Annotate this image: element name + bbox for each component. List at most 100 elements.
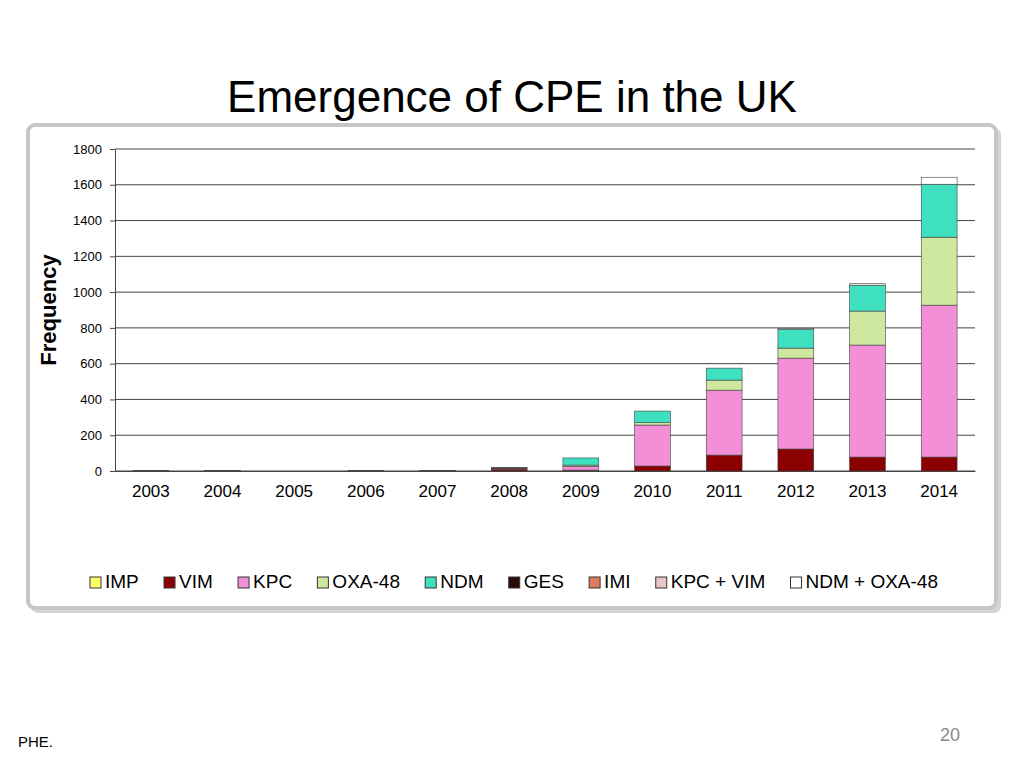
series-bars — [491, 467, 527, 469]
bar-segment — [491, 468, 527, 469]
bar-segment — [635, 411, 671, 412]
bar-segment — [348, 470, 384, 471]
bar-segment — [706, 368, 742, 369]
legend-label: GES — [524, 571, 564, 592]
series-bars — [563, 184, 957, 465]
y-tick-mark — [110, 471, 115, 472]
x-tick-label: 2011 — [706, 482, 743, 501]
x-tick: 2013 — [849, 471, 887, 501]
bar-segment — [563, 467, 599, 471]
x-tick: 2009 — [562, 471, 600, 501]
bar-segment — [778, 358, 814, 449]
x-axis-line — [116, 471, 976, 472]
bar-segment — [850, 285, 886, 286]
bar-segment — [850, 345, 886, 457]
bar-segment — [276, 471, 312, 472]
y-tick: 600 — [80, 356, 115, 371]
legend-swatch — [164, 577, 175, 588]
bar-segment — [133, 470, 169, 471]
bar-segment — [420, 470, 456, 471]
x-tick-label: 2007 — [419, 482, 457, 501]
x-tick: 2006 — [347, 471, 385, 501]
bar-segment — [778, 348, 814, 358]
y-tick-mark — [110, 399, 115, 400]
bar-segment — [133, 471, 169, 472]
bar-segment — [348, 470, 384, 471]
bar-segment — [133, 470, 169, 471]
y-tick: 1200 — [73, 249, 115, 264]
bar-segment — [133, 470, 169, 471]
legend-item: KPC — [238, 571, 292, 592]
legend-label: NDM + OXA-48 — [805, 571, 938, 592]
y-axis: 020040060080010001200140016001800 — [73, 142, 115, 479]
bar-segment — [850, 311, 886, 345]
x-tick-label: 2004 — [204, 482, 242, 501]
y-tick-mark — [110, 149, 115, 150]
grid-line — [115, 327, 975, 328]
x-tick: 2014 — [920, 471, 958, 501]
page-number: 20 — [940, 725, 960, 745]
bar-segment — [635, 425, 671, 466]
bar-segment — [491, 467, 527, 469]
y-tick-label: 800 — [80, 321, 102, 336]
y-tick-label: 1600 — [73, 177, 102, 192]
legend-swatch — [509, 577, 520, 588]
bar-segment — [205, 471, 241, 472]
bar-segment — [850, 284, 886, 285]
bar-segment — [276, 471, 312, 472]
bar-segment — [706, 368, 742, 369]
y-axis-title: Frequency — [36, 254, 61, 366]
legend-swatch — [589, 577, 600, 588]
bar-segment — [491, 467, 527, 468]
bars — [133, 177, 957, 471]
y-tick-mark — [110, 328, 115, 329]
legend-swatch — [238, 577, 249, 588]
bar-segment — [778, 329, 814, 330]
y-tick-mark — [110, 292, 115, 293]
legend-item: GES — [509, 571, 564, 592]
legend-swatch — [656, 577, 667, 588]
x-tick-label: 2009 — [562, 482, 600, 501]
bar-segment — [205, 470, 241, 471]
x-tick: 2012 — [777, 471, 815, 501]
bar-segment — [778, 329, 814, 348]
y-tick: 400 — [80, 392, 115, 407]
y-tick-label: 1400 — [73, 213, 102, 228]
bar-segment — [133, 470, 169, 471]
legend-swatch — [425, 577, 436, 588]
bar-segment — [276, 471, 312, 472]
bar-segment — [276, 471, 312, 472]
y-tick: 1800 — [73, 142, 115, 157]
y-tick-mark — [110, 221, 115, 222]
bar-segment — [348, 470, 384, 471]
bar-segment — [205, 470, 241, 471]
bar-segment — [921, 305, 957, 457]
legend-item: IMI — [589, 571, 630, 592]
bar-segment — [420, 470, 456, 471]
bar-segment — [563, 471, 599, 472]
bar-segment — [850, 285, 886, 286]
legend-label: IMI — [604, 571, 630, 592]
bar-segment — [276, 471, 312, 472]
series-bars — [133, 449, 957, 471]
bar-segment — [706, 368, 742, 369]
bar-segment — [348, 470, 384, 471]
bar-segment — [276, 471, 312, 472]
bar-segment — [706, 455, 742, 471]
bar-segment — [635, 411, 671, 423]
legend-label: IMP — [105, 571, 139, 592]
grid-line — [115, 256, 975, 257]
bar-segment — [205, 470, 241, 471]
legend-label: KPC + VIM — [671, 571, 766, 592]
bar-segment — [348, 470, 384, 471]
y-tick: 0 — [95, 464, 115, 479]
series-bars — [491, 305, 957, 470]
bar-segment — [205, 470, 241, 471]
y-tick: 1400 — [73, 213, 115, 228]
x-tick-label: 2010 — [634, 482, 672, 501]
bar-segment — [133, 470, 169, 471]
bar-segment — [420, 471, 456, 472]
bar-segment — [133, 470, 169, 471]
bar-segment — [205, 470, 241, 471]
bar-segment — [491, 469, 527, 471]
